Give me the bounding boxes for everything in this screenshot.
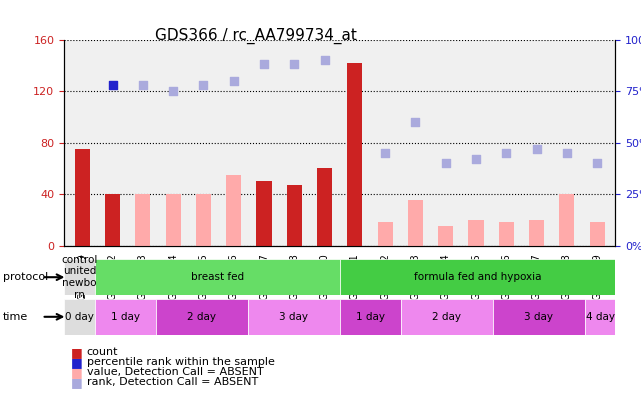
Text: control
united
newbo
rn: control united newbo rn <box>62 255 97 300</box>
Text: time: time <box>3 312 28 322</box>
Text: ■: ■ <box>71 346 82 359</box>
Point <box>229 78 239 84</box>
FancyBboxPatch shape <box>585 299 615 335</box>
Bar <box>438 226 453 246</box>
Bar <box>75 149 90 246</box>
Text: GDS366 / rc_AA799734_at: GDS366 / rc_AA799734_at <box>156 28 357 44</box>
FancyBboxPatch shape <box>248 299 340 335</box>
FancyBboxPatch shape <box>64 299 95 335</box>
Bar <box>226 175 241 246</box>
Text: protocol: protocol <box>3 272 49 282</box>
Text: ■: ■ <box>71 356 82 369</box>
FancyBboxPatch shape <box>95 259 340 295</box>
FancyBboxPatch shape <box>401 299 493 335</box>
Text: formula fed and hypoxia: formula fed and hypoxia <box>414 272 541 282</box>
Point <box>471 156 481 162</box>
Point <box>198 82 208 88</box>
Text: 2 day: 2 day <box>433 312 462 322</box>
Point <box>259 61 269 67</box>
Bar <box>347 63 362 246</box>
Point <box>410 119 420 125</box>
Point <box>380 150 390 156</box>
Bar <box>287 185 302 246</box>
FancyBboxPatch shape <box>340 299 401 335</box>
FancyBboxPatch shape <box>493 299 585 335</box>
Bar <box>529 220 544 246</box>
Bar <box>256 181 272 246</box>
Point <box>319 57 329 63</box>
Bar <box>499 223 514 246</box>
FancyBboxPatch shape <box>156 299 248 335</box>
Text: 1 day: 1 day <box>111 312 140 322</box>
Text: 2 day: 2 day <box>187 312 217 322</box>
Text: 1 day: 1 day <box>356 312 385 322</box>
Text: value, Detection Call = ABSENT: value, Detection Call = ABSENT <box>87 367 263 377</box>
Text: 3 day: 3 day <box>524 312 553 322</box>
Point <box>168 88 178 94</box>
Text: percentile rank within the sample: percentile rank within the sample <box>87 357 274 367</box>
Bar <box>590 223 604 246</box>
Text: ■: ■ <box>71 366 82 379</box>
FancyBboxPatch shape <box>340 259 615 295</box>
Text: count: count <box>87 347 118 358</box>
Point <box>138 82 148 88</box>
Bar <box>317 168 332 246</box>
Point <box>77 20 87 26</box>
FancyBboxPatch shape <box>95 299 156 335</box>
Point <box>350 0 360 6</box>
Bar <box>378 223 393 246</box>
Text: ■: ■ <box>71 376 82 388</box>
Point <box>289 61 299 67</box>
Bar <box>196 194 211 246</box>
Text: rank, Detection Call = ABSENT: rank, Detection Call = ABSENT <box>87 377 258 387</box>
Bar <box>105 194 120 246</box>
Bar <box>135 194 151 246</box>
Text: 0 day: 0 day <box>65 312 94 322</box>
Point <box>501 150 512 156</box>
Text: 4 day: 4 day <box>585 312 615 322</box>
Point <box>108 82 118 88</box>
Point <box>531 146 542 152</box>
Bar <box>165 194 181 246</box>
Bar <box>469 220 483 246</box>
Point <box>592 160 603 166</box>
FancyBboxPatch shape <box>64 259 95 295</box>
Point <box>562 150 572 156</box>
Bar <box>560 194 574 246</box>
Bar <box>408 200 423 246</box>
Point <box>440 160 451 166</box>
Text: 3 day: 3 day <box>279 312 308 322</box>
Text: breast fed: breast fed <box>190 272 244 282</box>
